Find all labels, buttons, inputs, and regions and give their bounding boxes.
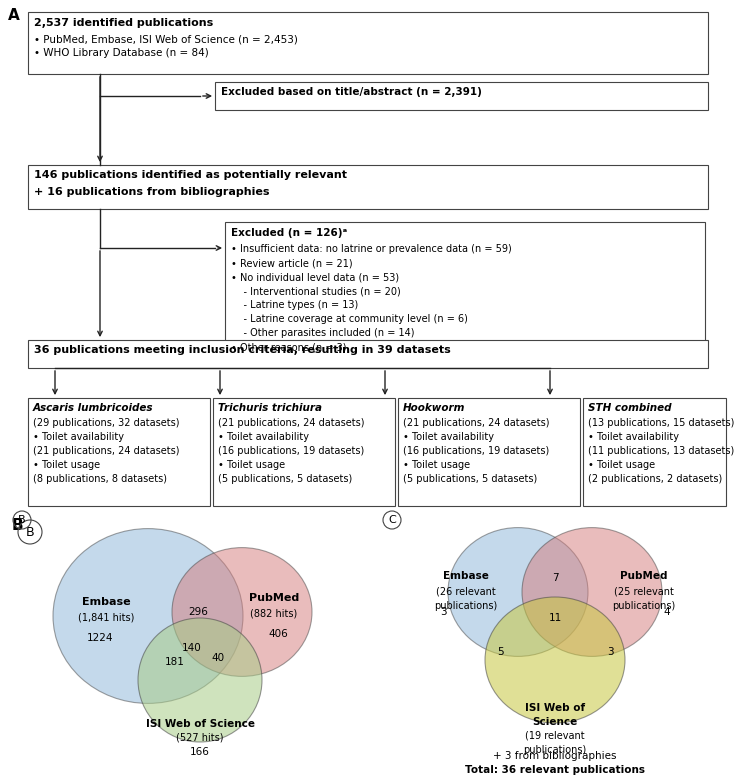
Text: (13 publications, 15 datasets): (13 publications, 15 datasets) (588, 418, 734, 428)
Text: - Interventional studies (n = 20): - Interventional studies (n = 20) (231, 286, 401, 296)
Text: publications): publications) (612, 601, 675, 611)
Bar (28, 340, 708, 368)
Text: (882 hits): (882 hits) (250, 609, 297, 619)
Text: 406: 406 (268, 629, 288, 639)
Text: - Latrine coverage at community level (n = 6): - Latrine coverage at community level (n… (231, 314, 468, 324)
Text: (11 publications, 13 datasets): (11 publications, 13 datasets) (588, 446, 734, 456)
Text: • WHO Library Database (n = 84): • WHO Library Database (n = 84) (34, 48, 208, 58)
Text: • Toilet usage: • Toilet usage (588, 460, 655, 470)
Text: (25 relevant: (25 relevant (614, 587, 674, 597)
Bar (28, 12, 708, 74)
Ellipse shape (448, 528, 588, 656)
Text: Excluded based on title/abstract (n = 2,391): Excluded based on title/abstract (n = 2,… (221, 87, 482, 97)
Text: (21 publications, 24 datasets): (21 publications, 24 datasets) (33, 446, 180, 456)
Text: PubMed: PubMed (249, 593, 299, 603)
Bar (225, 222, 705, 367)
Ellipse shape (485, 597, 625, 723)
Text: 181: 181 (165, 657, 185, 667)
Text: (21 publications, 24 datasets): (21 publications, 24 datasets) (218, 418, 365, 428)
Bar (28, 398, 210, 506)
Text: (16 publications, 19 datasets): (16 publications, 19 datasets) (403, 446, 549, 456)
Text: • Toilet availability: • Toilet availability (33, 432, 124, 442)
Text: • Toilet availability: • Toilet availability (403, 432, 494, 442)
Text: 296: 296 (188, 607, 208, 617)
Text: 140: 140 (182, 643, 202, 653)
Text: A: A (8, 8, 20, 23)
Text: Embase: Embase (443, 571, 489, 581)
Bar (28, 165, 708, 209)
Text: + 16 publications from bibliographies: + 16 publications from bibliographies (34, 187, 269, 197)
Text: • Insufficient data: no latrine or prevalence data (n = 59): • Insufficient data: no latrine or preva… (231, 244, 512, 254)
Text: • Toilet availability: • Toilet availability (218, 432, 309, 442)
Ellipse shape (53, 528, 243, 703)
Text: 4: 4 (664, 607, 670, 617)
Text: Embase: Embase (81, 597, 131, 607)
Text: B: B (26, 525, 34, 539)
Text: • Toilet usage: • Toilet usage (218, 460, 285, 470)
Text: (1,841 hits): (1,841 hits) (78, 613, 134, 623)
Text: STH combined: STH combined (588, 403, 672, 413)
Text: • Toilet availability: • Toilet availability (588, 432, 679, 442)
Text: + 3 from bibliographies: + 3 from bibliographies (493, 751, 617, 761)
Text: ISI Web of Science: ISI Web of Science (145, 719, 255, 729)
Text: 146 publications identified as potentially relevant: 146 publications identified as potential… (34, 170, 347, 180)
Text: (16 publications, 19 datasets): (16 publications, 19 datasets) (218, 446, 364, 456)
Bar (215, 82, 708, 110)
Text: (19 relevant: (19 relevant (526, 731, 585, 741)
Text: 11: 11 (548, 613, 562, 623)
Text: • Review article (n = 21): • Review article (n = 21) (231, 258, 352, 268)
Text: Ascaris lumbricoides: Ascaris lumbricoides (33, 403, 153, 413)
Text: 3: 3 (607, 647, 614, 657)
Text: - Other parasites included (n = 14): - Other parasites included (n = 14) (231, 328, 415, 338)
Text: 5: 5 (497, 647, 504, 657)
Text: Total: 36 relevant publications: Total: 36 relevant publications (465, 765, 645, 775)
Ellipse shape (522, 528, 662, 656)
Text: • PubMed, Embase, ISI Web of Science (n = 2,453): • PubMed, Embase, ISI Web of Science (n … (34, 34, 298, 44)
Text: (29 publications, 32 datasets): (29 publications, 32 datasets) (33, 418, 180, 428)
Text: (5 publications, 5 datasets): (5 publications, 5 datasets) (218, 474, 352, 484)
Text: 166: 166 (190, 747, 210, 757)
Text: Trichuris trichiura: Trichuris trichiura (218, 403, 322, 413)
Text: B: B (12, 518, 23, 533)
Text: Hookworm: Hookworm (403, 403, 465, 413)
Text: 1224: 1224 (87, 633, 113, 643)
Text: (5 publications, 5 datasets): (5 publications, 5 datasets) (403, 474, 537, 484)
Bar (213, 398, 395, 506)
Bar (583, 398, 726, 506)
Text: 40: 40 (211, 653, 225, 663)
Text: (8 publications, 8 datasets): (8 publications, 8 datasets) (33, 474, 167, 484)
Bar (398, 398, 580, 506)
Text: Excluded (n = 126)ᵃ: Excluded (n = 126)ᵃ (231, 228, 347, 238)
Text: publications): publications) (523, 745, 586, 755)
Text: 36 publications meeting inclusion criteria, resulting in 39 datasets: 36 publications meeting inclusion criter… (34, 345, 451, 355)
Text: - Latrine types (n = 13): - Latrine types (n = 13) (231, 300, 358, 310)
Text: • No individual level data (n = 53): • No individual level data (n = 53) (231, 272, 399, 282)
Text: (21 publications, 24 datasets): (21 publications, 24 datasets) (403, 418, 550, 428)
Text: (2 publications, 2 datasets): (2 publications, 2 datasets) (588, 474, 722, 484)
Text: • Toilet usage: • Toilet usage (403, 460, 470, 470)
Text: 7: 7 (552, 573, 559, 583)
Text: • Toilet usage: • Toilet usage (33, 460, 100, 470)
Ellipse shape (138, 618, 262, 742)
Text: PubMed: PubMed (620, 571, 668, 581)
Text: Science: Science (532, 717, 578, 727)
Text: C: C (388, 515, 396, 525)
Text: • Other reasons (n = 3): • Other reasons (n = 3) (231, 342, 346, 352)
Text: 2,537 identified publications: 2,537 identified publications (34, 18, 214, 28)
Text: ISI Web of: ISI Web of (525, 703, 585, 713)
Text: (527 hits): (527 hits) (176, 733, 224, 743)
Text: 3: 3 (440, 607, 446, 617)
Text: B: B (18, 515, 26, 525)
Text: (26 relevant: (26 relevant (436, 587, 496, 597)
Text: publications): publications) (435, 601, 498, 611)
Ellipse shape (172, 547, 312, 677)
